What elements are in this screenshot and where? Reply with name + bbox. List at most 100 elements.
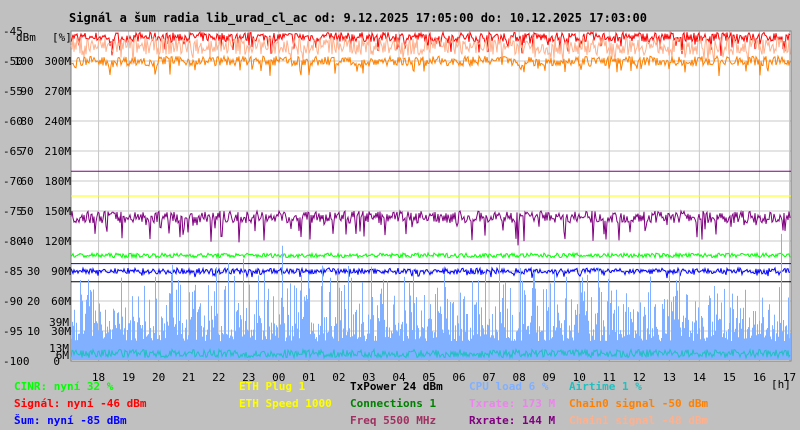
cpu-load-bars (71, 233, 791, 360)
series-line (70, 36, 791, 65)
legend-airtime: Airtime 1 % (569, 380, 642, 393)
y-tick-rate: 120M (45, 235, 72, 248)
y-tick-pct: 90 (20, 85, 33, 98)
y-tick-pct: 20 (27, 295, 40, 308)
y-tick-pct: 50 (20, 205, 33, 218)
chart-title: Signál a šum radia lib_urad_cl_ac od: 9.… (69, 11, 647, 26)
y-tick-pct: 30 (27, 265, 40, 278)
series-rxrate (70, 209, 791, 246)
x-unit-label: [h] (771, 378, 791, 391)
legend-eth-plug: ETH Plug 1 (239, 380, 306, 393)
y-tick-rate: 90M (51, 265, 71, 278)
legend-chain0: Chain0 signal -50 dBm (569, 397, 708, 410)
y-tick-rate: 270M (45, 85, 72, 98)
series-line (70, 251, 791, 260)
y-tick-dbm: -65 (3, 145, 23, 158)
y-tick-pct: 60 (20, 175, 33, 188)
x-tick-label: 15 (723, 371, 736, 384)
x-tick-label: 00 (272, 371, 285, 384)
series-chain0-signal (70, 54, 791, 77)
x-tick-label: 02 (332, 371, 345, 384)
y-tick-dbm: -80 (3, 235, 23, 248)
y-tick-rate: 60M (51, 295, 71, 308)
y-tick-pct: 80 (20, 115, 33, 128)
y-tick-rate-extra: 13M (49, 342, 69, 355)
y-tick-dbm: -100 (3, 355, 30, 368)
y-tick-rate: 300M (45, 55, 72, 68)
y-tick-rate: 210M (45, 145, 72, 158)
y-unit-dbm: dBm (16, 31, 36, 44)
x-tick-label: 04 (392, 371, 406, 384)
y-tick-dbm: -55 (3, 85, 23, 98)
series-chain1-signal (70, 36, 791, 65)
legend-connections: Connections 1 (350, 397, 436, 410)
x-tick-label: 07 (482, 371, 495, 384)
series-šum (70, 266, 790, 279)
x-tick-label: 09 (543, 371, 556, 384)
legend-rxrate: Rxrate: 144 M (469, 414, 555, 427)
x-tick-label: 17 (783, 371, 796, 384)
y-tick-rate-extra: 6M (56, 349, 70, 362)
x-tick-label: 20 (152, 371, 165, 384)
y-tick-pct: 10 (27, 325, 40, 338)
series-line (70, 209, 791, 246)
x-tick-label: 05 (422, 371, 435, 384)
y-tick-dbm: -75 (3, 205, 23, 218)
x-tick-label: 08 (513, 371, 526, 384)
legend-eth-speed: ETH Speed 1000 (239, 397, 332, 410)
y-tick-dbm: -90 (3, 295, 23, 308)
series-signál (70, 30, 791, 56)
legend-txpower: TxPower 24 dBm (350, 380, 443, 393)
y-tick-dbm: -95 (3, 325, 23, 338)
series-group (70, 30, 791, 360)
x-tick-label: 10 (573, 371, 586, 384)
y-tick-rate-extra: 39M (49, 316, 69, 329)
legend-chain1: Chain1 signal -48 dBm (569, 414, 708, 427)
x-tick-label: 11 (603, 371, 616, 384)
series-cinr (70, 251, 791, 260)
y-tick-rate: 30M (51, 325, 71, 338)
y-tick-pct: 40 (20, 235, 33, 248)
x-tick-label: 23 (242, 371, 255, 384)
series-cpu-load (71, 233, 791, 360)
legend-txrate: Txrate: 173 M (469, 397, 555, 410)
y-tick-pct: 0 (53, 355, 60, 368)
y-tick-rate: 180M (45, 175, 72, 188)
x-tick-label: 16 (753, 371, 766, 384)
x-tick-label: 18 (92, 371, 105, 384)
x-tick-label: 12 (633, 371, 646, 384)
y-tick-dbm: -45 (3, 25, 23, 38)
y-tick-rate: 150M (45, 205, 72, 218)
x-tick-label: 01 (302, 371, 315, 384)
series-line (70, 54, 791, 77)
series-line (70, 347, 791, 360)
legend: CINR: nyní 32 % Signál: nyní -46 dBm Šum: … (14, 380, 708, 427)
series-line (70, 30, 791, 56)
x-tick-labels: 18 19 20 21 22 23 00 01 02 03 04 05 06 07 08 09 10 11 12 13… (92, 371, 796, 384)
y-unit-pct: [%] (52, 31, 72, 44)
y-tick-dbm: -70 (3, 175, 23, 188)
x-tick-label: 13 (663, 371, 676, 384)
legend-cinr: CINR: nyní 32 % (14, 380, 114, 393)
x-tick-label: 14 (693, 371, 707, 384)
series-line (70, 266, 790, 279)
legend-signal: Signál: nyní -46 dBm (14, 397, 147, 410)
x-tick-label: 19 (122, 371, 135, 384)
x-tick-label: 21 (182, 371, 195, 384)
series-airtime (70, 347, 791, 360)
x-tick-label: 06 (452, 371, 465, 384)
y-tick-dbm: -60 (3, 115, 23, 128)
y-tick-rate: 240M (45, 115, 72, 128)
legend-cpu: CPU load 6 % (469, 380, 549, 393)
y-tick-dbm: -50 (3, 55, 23, 68)
y-tick-pct: 100 (14, 55, 34, 68)
legend-noise: Šum: nyní -85 dBm (14, 414, 127, 427)
x-tick-label: 03 (362, 371, 375, 384)
legend-freq: Freq 5500 MHz (350, 414, 436, 427)
y-tick-pct: 70 (20, 145, 33, 158)
x-tick-label: 22 (212, 371, 225, 384)
y-tick-dbm: -85 (3, 265, 23, 278)
